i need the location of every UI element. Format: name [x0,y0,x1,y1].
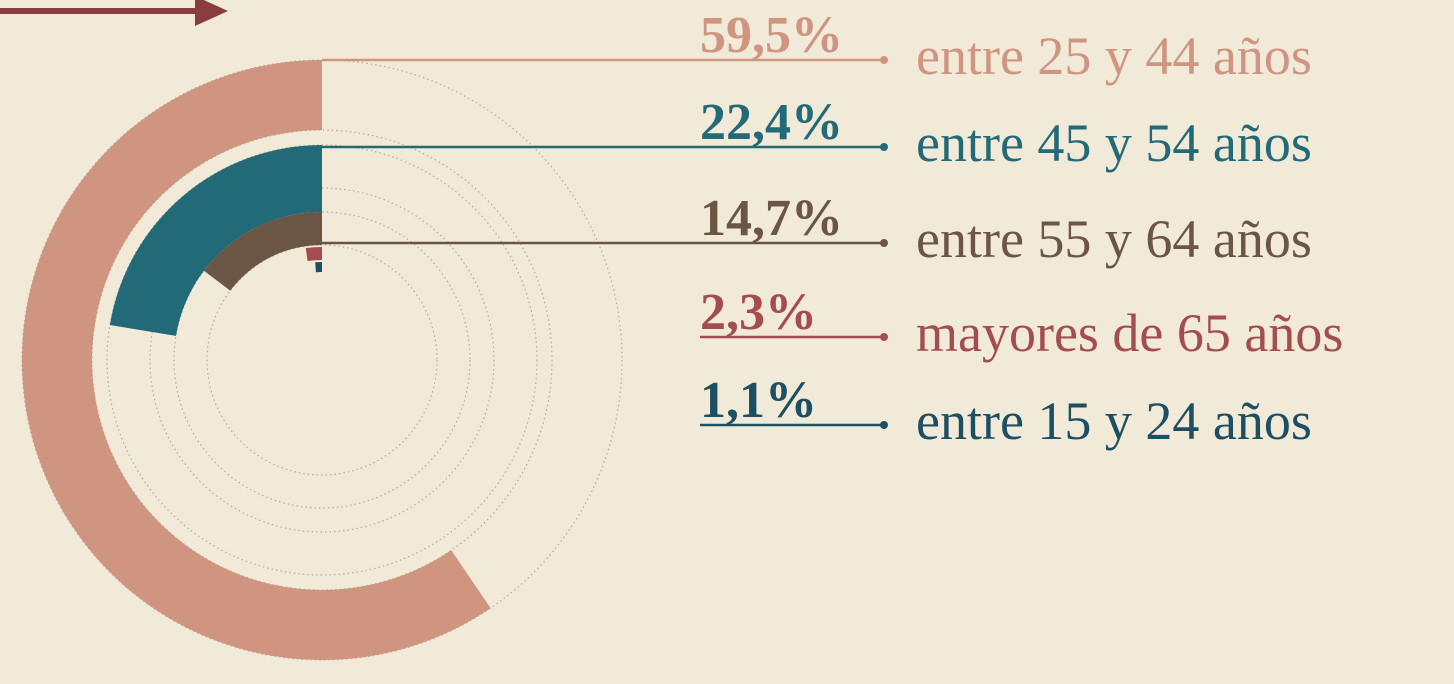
category-label: entre 25 y 44 años [916,26,1312,86]
radial-bar [305,247,322,262]
decor-arrow [0,0,228,26]
radial-bar [203,212,322,291]
radial-bar [22,60,491,660]
leader-dot [880,143,888,151]
category-label: mayores de 65 años [916,303,1343,363]
category-label: entre 55 y 64 años [916,209,1312,269]
value-label: 2,3% [700,284,817,341]
value-label: 22,4% [700,94,843,151]
leader-dot [880,421,888,429]
leader-dot [880,56,888,64]
value-label: 1,1% [700,372,817,429]
category-label: entre 45 y 54 años [916,113,1312,173]
value-label: 14,7% [700,190,843,247]
value-label: 59,5% [700,7,843,64]
leader-dot [880,239,888,247]
category-label: entre 15 y 24 años [916,391,1312,451]
radial-bar [109,145,322,336]
leader-dot [880,333,888,341]
radial-bar [315,262,322,273]
